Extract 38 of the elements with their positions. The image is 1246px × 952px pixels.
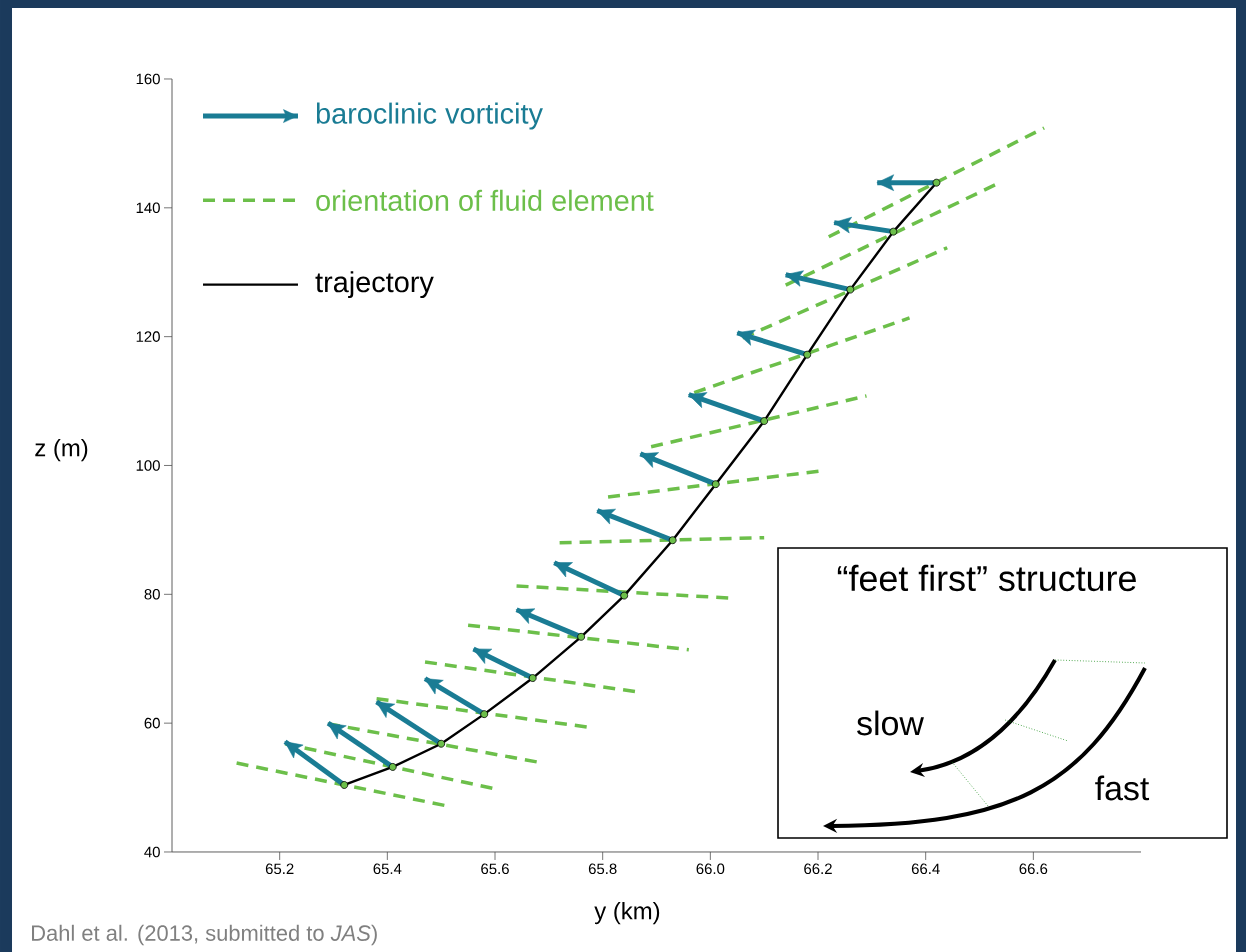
y-tick-label: 60 bbox=[144, 717, 160, 729]
annotation: “feet first” structure bbox=[837, 564, 1136, 592]
point bbox=[846, 285, 855, 294]
legend-label: baroclinic vorticity bbox=[316, 102, 543, 130]
point bbox=[760, 417, 769, 425]
legend-label: trajectory bbox=[315, 271, 434, 299]
point bbox=[889, 227, 898, 236]
x-tick-label: 65.2 bbox=[265, 863, 294, 875]
point bbox=[340, 781, 349, 789]
point bbox=[528, 674, 537, 682]
y-tick-label: 40 bbox=[144, 846, 160, 858]
annotation: slow bbox=[857, 710, 924, 736]
y-tick-label: 100 bbox=[136, 460, 160, 471]
point bbox=[932, 178, 941, 187]
legend-label: orientation of fluid element bbox=[316, 189, 654, 211]
point bbox=[711, 480, 720, 489]
point bbox=[803, 350, 812, 359]
x-tick-label: 65.6 bbox=[481, 863, 509, 875]
text: Dahl et al. (2013, submitted to JAS) bbox=[32, 924, 377, 946]
y-axis-title: z (m) bbox=[35, 438, 88, 462]
point bbox=[480, 710, 489, 719]
x-tick-label: 65.4 bbox=[373, 863, 402, 875]
point bbox=[388, 763, 397, 771]
x-tick-label: 66.0 bbox=[696, 863, 725, 875]
y-tick-label: 140 bbox=[136, 202, 160, 214]
y-tick-label: 160 bbox=[136, 73, 160, 85]
x-tick-label: 66.2 bbox=[804, 863, 832, 875]
point bbox=[668, 536, 677, 545]
x-tick-label: 66.6 bbox=[1019, 863, 1048, 875]
point bbox=[437, 739, 446, 748]
x-axis-title: y (km) bbox=[594, 901, 660, 925]
point bbox=[620, 591, 629, 600]
annotation: fast bbox=[1095, 775, 1150, 801]
y-tick-label: 120 bbox=[136, 331, 160, 342]
x-tick-label: 66.4 bbox=[911, 863, 940, 875]
x-tick-label: 65.8 bbox=[588, 863, 617, 875]
y-tick-label: 80 bbox=[144, 589, 160, 600]
point bbox=[577, 632, 586, 641]
